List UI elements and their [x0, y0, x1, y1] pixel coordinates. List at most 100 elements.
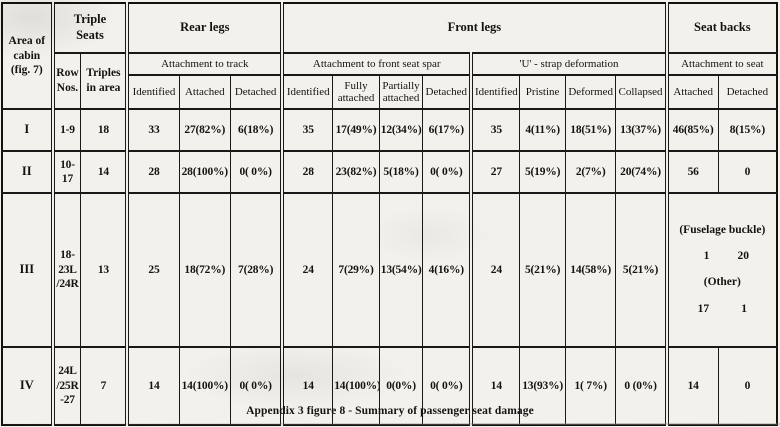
cell-track-attached: 27(82%) [178, 108, 232, 152]
header-row-nos: Row Nos. [50, 52, 82, 110]
cell-spar-identified: 14 [280, 345, 334, 426]
cell-spar-identified: 35 [280, 108, 334, 152]
header-track-identified: Identified [125, 74, 180, 110]
figure-caption: Appendix 3 figure 8 - Summary of passeng… [246, 405, 534, 417]
cell-triples: 13 [80, 192, 128, 348]
cell-seat-detached: 0 [717, 150, 778, 194]
table-row-area-1: I 1-9 18 33 27(82%) 6(18%) 35 17(49%) 12… [1, 108, 778, 152]
other-detached-count: 1 [741, 302, 747, 315]
table-row-area-4: IV 24L /25R -27 7 14 14(100%) 0( 0%) 14 … [1, 345, 778, 426]
cell-spar-detached: 0( 0%) [422, 345, 472, 426]
other-attached-count: 17 [697, 302, 710, 315]
cell-area: I [1, 108, 54, 152]
cell-triples: 18 [80, 108, 128, 152]
header-track-detached: Detached [230, 74, 283, 110]
cell-spar-detached: 0( 0%) [422, 150, 472, 194]
cell-u-deformed: 2(7%) [564, 150, 617, 194]
table-row-area-2: II 10-17 14 28 28(100%) 0( 0%) 28 23(82%… [1, 150, 778, 194]
cell-u-deformed: 18(51%) [564, 108, 617, 152]
cell-u-pristine: 5(19%) [519, 150, 566, 194]
cell-spar-detached: 4(16%) [422, 192, 472, 348]
cell-seat-backs-note: (Fuselage buckle) 1 20 (Other) 17 1 [664, 192, 778, 348]
header-seat-detached: Detached [717, 74, 778, 110]
fuselage-buckle-note: (Fuselage buckle) 1 20 (Other) 17 1 [671, 209, 775, 330]
cell-track-detached: 7(28%) [230, 192, 283, 348]
cell-u-identified: 14 [469, 345, 521, 426]
cell-u-pristine: 4(11%) [519, 108, 566, 152]
cell-track-attached: 18(72%) [178, 192, 232, 348]
cell-track-detached: 0( 0%) [230, 345, 283, 426]
cell-u-pristine: 5(21%) [519, 192, 566, 348]
table-row-area-3: III 18- 23L /24R 13 25 18(72%) 7(28%) 24… [1, 192, 778, 348]
cell-area: III [1, 192, 54, 348]
cell-spar-partially: 0(0%) [378, 345, 424, 426]
cell-track-detached: 6(18%) [230, 108, 283, 152]
header-area-of-cabin: Area of cabin (fig. 7) [1, 2, 54, 110]
cell-spar-fully: 23(82%) [332, 150, 380, 194]
header-spar-partially-attached: Partially attached [378, 74, 424, 110]
cell-spar-partially: 12(34%) [378, 108, 424, 152]
header-u-identified: Identified [469, 74, 521, 110]
cell-track-identified: 25 [125, 192, 180, 348]
header-attachment-to-front-seat-spar: Attachment to front seat spar [280, 52, 472, 76]
cell-u-collapsed: 13(37%) [615, 108, 668, 152]
cell-seat-detached: 0 [717, 345, 778, 426]
cell-seat-detached: 8(15%) [717, 108, 778, 152]
cell-area: IV [1, 345, 54, 426]
cell-triples: 14 [80, 150, 128, 194]
header-u-pristine: Pristine [519, 74, 566, 110]
cell-spar-fully: 17(49%) [332, 108, 380, 152]
cell-spar-partially: 13(54%) [378, 192, 424, 348]
cell-u-collapsed: 20(74%) [615, 150, 668, 194]
cell-spar-detached: 6(17%) [422, 108, 472, 152]
cell-triples: 7 [80, 345, 128, 426]
header-spar-fully-attached: Fully attached [332, 74, 380, 110]
cell-u-identified: 27 [469, 150, 521, 194]
cell-seat-attached: 46(85%) [664, 108, 719, 152]
cell-row-nos: 10-17 [50, 150, 82, 194]
cell-area: II [1, 150, 54, 194]
header-attachment-to-seat: Attachment to seat [664, 52, 778, 76]
header-triples-in-area: Triples in area [80, 52, 128, 110]
header-front-legs: Front legs [280, 2, 668, 54]
header-seat-backs: Seat backs [664, 2, 778, 54]
cell-spar-partially: 5(18%) [378, 150, 424, 194]
cell-track-attached: 14(100%) [178, 345, 232, 426]
cell-row-nos: 18- 23L /24R [50, 192, 82, 348]
cell-seat-attached: 14 [664, 345, 719, 426]
cell-row-nos: 1-9 [50, 108, 82, 152]
header-spar-identified: Identified [280, 74, 334, 110]
fuselage-buckle-attached-count: 1 [703, 250, 710, 263]
cell-row-nos: 24L /25R -27 [50, 345, 82, 426]
header-attachment-to-track: Attachment to track [125, 52, 283, 76]
cell-track-identified: 33 [125, 108, 180, 152]
header-seat-attached: Attached [664, 74, 719, 110]
header-triple-seats: Triple Seats [50, 2, 128, 54]
cell-track-identified: 14 [125, 345, 180, 426]
cell-track-attached: 28(100%) [178, 150, 232, 194]
cell-u-pristine: 13(93%) [519, 345, 566, 426]
header-track-attached: Attached [178, 74, 232, 110]
scan-artifact-line [0, 423, 780, 425]
cell-spar-fully: 14(100%) [332, 345, 380, 426]
cell-u-collapsed: 5(21%) [615, 192, 668, 348]
header-u-collapsed: Collapsed [615, 74, 668, 110]
cell-spar-identified: 24 [280, 192, 334, 348]
fuselage-buckle-detached-count: 20 [737, 250, 750, 263]
cell-spar-fully: 7(29%) [332, 192, 380, 348]
cell-seat-attached: 56 [664, 150, 719, 194]
header-u-deformed: Deformed [564, 74, 617, 110]
cell-u-identified: 24 [469, 192, 521, 348]
cell-track-identified: 28 [125, 150, 180, 194]
fuselage-buckle-label: (Fuselage buckle) [679, 223, 766, 236]
other-label: (Other) [703, 276, 741, 289]
cell-spar-identified: 28 [280, 150, 334, 194]
header-spar-detached: Detached [422, 74, 472, 110]
cell-u-collapsed: 0 (0%) [615, 345, 668, 426]
cell-u-deformed: 14(58%) [564, 192, 617, 348]
cell-u-identified: 35 [469, 108, 521, 152]
header-u-strap-deformation: 'U' - strap deformation [469, 52, 668, 76]
cell-track-detached: 0( 0%) [230, 150, 283, 194]
header-rear-legs: Rear legs [125, 2, 283, 54]
